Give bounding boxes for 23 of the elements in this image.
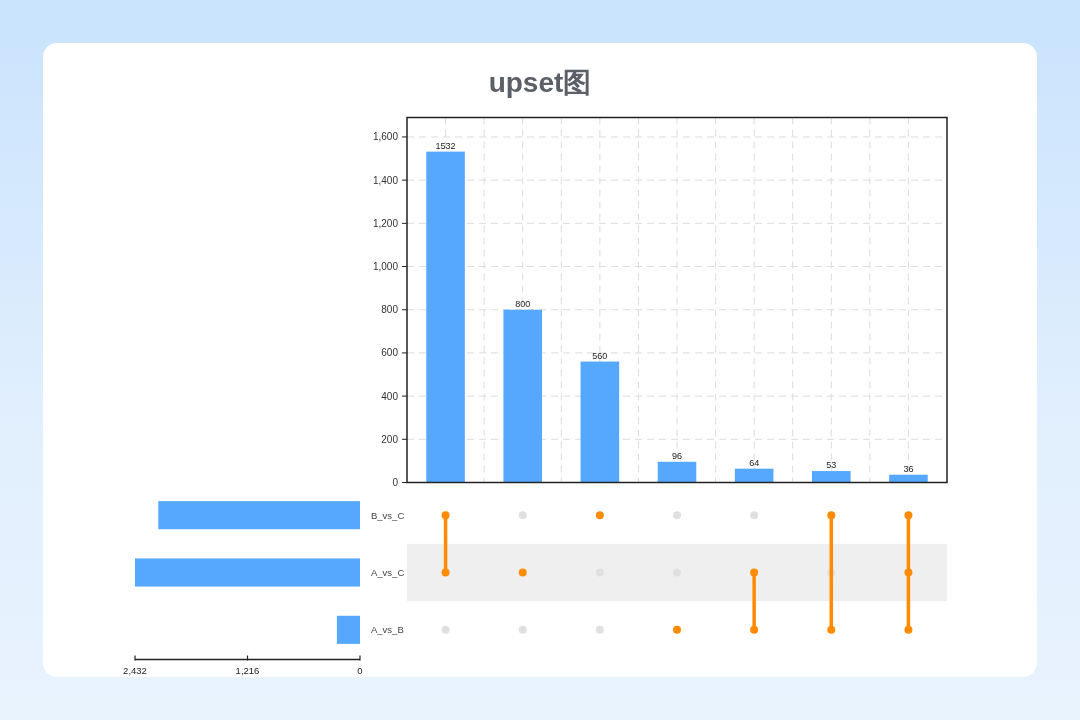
title: upset图 — [488, 67, 592, 98]
x-tick-label: 2,432 — [123, 664, 147, 676]
y-tick-label: 800 — [381, 304, 399, 316]
data-label: 53 — [826, 460, 837, 471]
data-label: 96 — [672, 450, 682, 461]
data-label: 1532 — [435, 140, 456, 151]
data-label: 64 — [749, 457, 760, 468]
y-tick-label: 1,400 — [372, 174, 399, 186]
y-tick-label: 1,600 — [372, 131, 399, 143]
y-tick-label: A_vs_B — [371, 624, 404, 636]
data-label: 800 — [515, 298, 531, 309]
y-tick-label: A_vs_C — [371, 567, 405, 578]
x-tick-label: 0 — [357, 664, 363, 676]
data-label: 36 — [903, 463, 914, 474]
y-tick-label: 400 — [381, 390, 399, 402]
data-label: 560 — [592, 350, 608, 361]
x-tick-label: 1,216 — [235, 664, 260, 676]
y-tick-label: 1,200 — [372, 217, 399, 229]
y-tick-label: 1,000 — [372, 261, 399, 273]
y-tick-label: 200 — [381, 433, 399, 445]
y-tick-label: 0 — [392, 477, 399, 488]
y-tick-label: 600 — [381, 347, 399, 359]
y-tick-label: B_vs_C — [371, 509, 405, 521]
